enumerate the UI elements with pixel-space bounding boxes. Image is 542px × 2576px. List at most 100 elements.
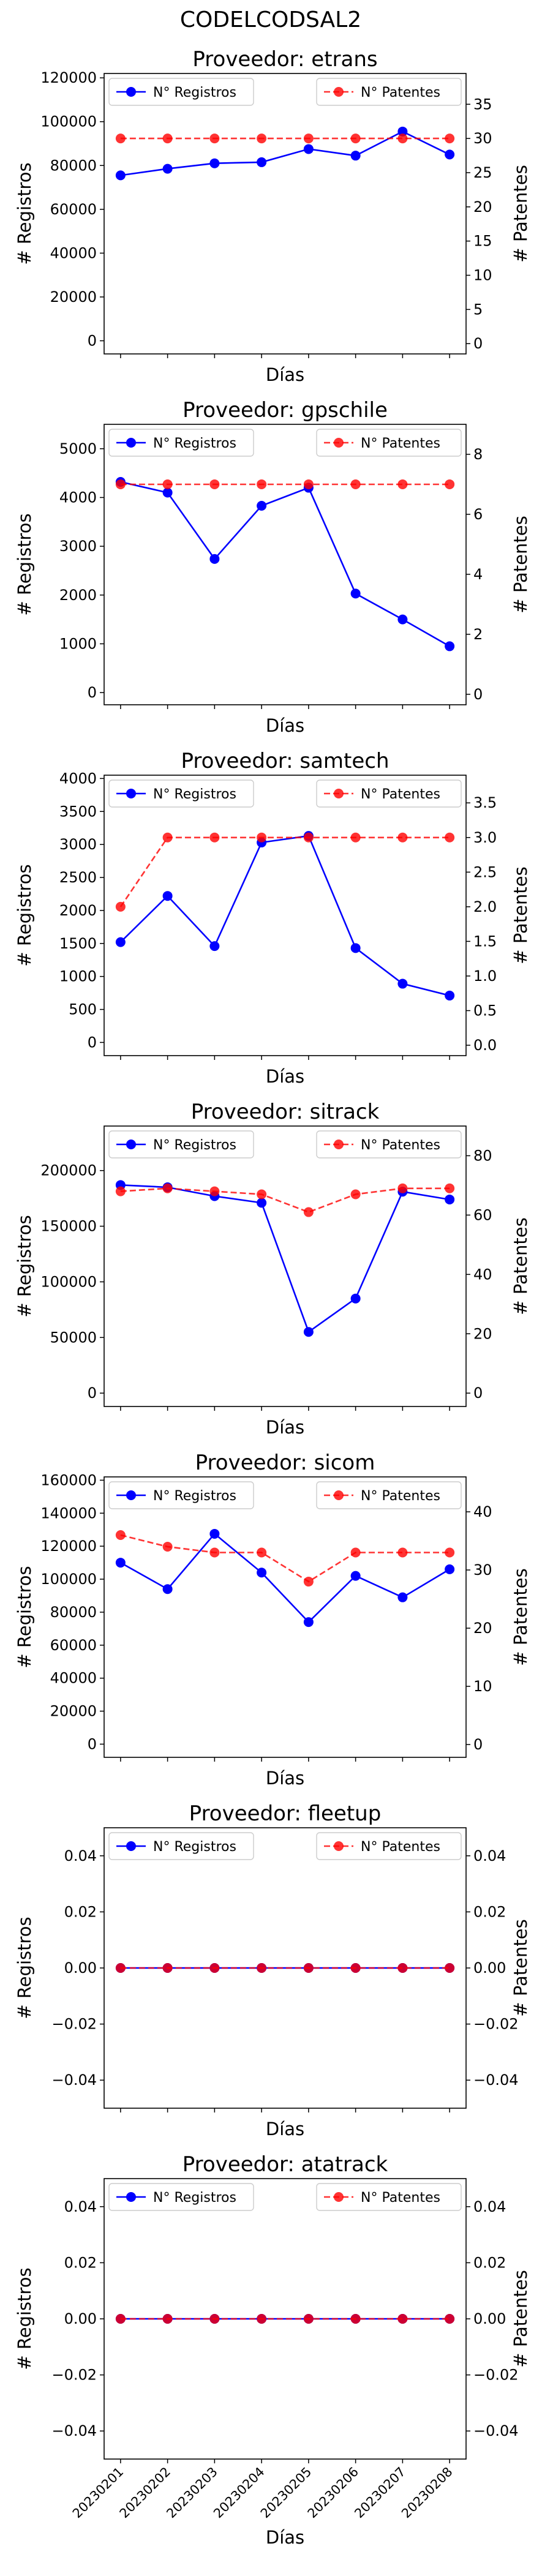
series-point	[115, 2314, 126, 2324]
series-point	[209, 133, 220, 144]
legend-box	[108, 429, 254, 457]
legend-box	[316, 779, 462, 808]
series-point	[115, 479, 126, 489]
series-point	[445, 1183, 455, 1193]
right-tick-label: 6	[473, 506, 483, 523]
series-point	[115, 133, 126, 144]
series-point	[397, 614, 408, 625]
left-tick-label: 0.02	[64, 2254, 97, 2271]
legend-marker	[334, 438, 344, 448]
series-point	[209, 941, 220, 952]
right-tick-label: 40	[473, 1266, 492, 1283]
left-tick-label: 0.04	[64, 2198, 97, 2215]
series-point	[303, 2314, 314, 2324]
legend: N° Patentes	[316, 1130, 462, 1158]
chart-panel: Proveedor: gpschile 0 1000 2000 3000 4000 5000…	[14, 398, 531, 736]
right-tick-label: 1.0	[473, 967, 497, 985]
legend-label: N° Registros	[153, 1839, 236, 1855]
right-tick-label: 0.04	[473, 2198, 506, 2215]
right-tick-label: −0.04	[473, 2071, 519, 2089]
left-axis-label: # Registros	[14, 1566, 35, 1668]
series-point	[209, 2314, 220, 2324]
series-point	[115, 937, 126, 947]
series-point	[115, 1963, 126, 1973]
chart-title: Proveedor: sitrack	[191, 1100, 380, 1124]
x-axis-label: Días	[266, 1768, 304, 1789]
chart-title: Proveedor: gpschile	[183, 398, 388, 422]
figure-title: CODELCODSAL2	[180, 7, 361, 32]
right-tick-label: 30	[473, 1561, 492, 1579]
left-tick-label: 100000	[40, 1571, 97, 1588]
series-line	[120, 481, 450, 647]
legend-box	[108, 1832, 254, 1860]
legend-marker	[126, 87, 136, 97]
left-tick-label: −0.04	[51, 2071, 97, 2089]
series-point	[397, 133, 408, 144]
legend: N° Registros	[108, 1832, 254, 1860]
series-point	[257, 1547, 267, 1558]
right-tick-label: 2.0	[473, 898, 497, 915]
legend-marker	[126, 1490, 136, 1500]
legend: N° Patentes	[316, 429, 462, 457]
legend-label: N° Registros	[153, 436, 236, 451]
series-point	[115, 1530, 126, 1541]
legend-marker	[126, 789, 136, 798]
left-tick-label: 150000	[40, 1218, 97, 1235]
legend: N° Registros	[108, 1130, 254, 1158]
chart-title: Proveedor: etrans	[192, 47, 377, 72]
left-tick-label: 200000	[40, 1162, 97, 1179]
series-point	[115, 1558, 126, 1568]
series-point	[350, 588, 361, 599]
series-point	[303, 1207, 314, 1217]
left-tick-label: 4000	[59, 489, 97, 506]
series-point	[257, 157, 267, 167]
legend-box	[108, 1481, 254, 1509]
left-tick-label: 60000	[50, 201, 97, 218]
series-point	[162, 1542, 173, 1552]
x-axis-label: Días	[266, 2119, 304, 2139]
series-point	[257, 1963, 267, 1973]
series-point	[257, 832, 267, 843]
series-line	[120, 1187, 450, 1213]
series-point	[257, 1568, 267, 1578]
left-axis-label: # Registros	[14, 1215, 35, 1317]
legend: N° Patentes	[316, 779, 462, 808]
right-axis-label: # Patentes	[510, 866, 531, 964]
left-tick-label: 3000	[59, 538, 97, 555]
plot-frame	[104, 1476, 467, 1758]
right-tick-label: 0	[473, 335, 483, 352]
series-point	[162, 1584, 173, 1594]
series-point	[162, 891, 173, 901]
series-point	[445, 832, 455, 843]
right-axis-label: # Patentes	[510, 516, 531, 613]
left-tick-label: 0.04	[64, 1847, 97, 1864]
series-point	[445, 1547, 455, 1558]
left-tick-label: 4000	[59, 770, 97, 787]
series-point	[397, 1547, 408, 1558]
left-tick-label: 2000	[59, 902, 97, 919]
right-axis-label: # Patentes	[510, 165, 531, 262]
chart-panel: Proveedor: sicom020000400006000080000100…	[14, 1451, 531, 1789]
series-point	[397, 1183, 408, 1193]
series-point	[397, 1963, 408, 1973]
right-tick-label: −0.02	[473, 2016, 519, 2033]
legend-marker	[334, 1841, 344, 1851]
series-point	[350, 1189, 361, 1200]
left-tick-label: 60000	[50, 1637, 97, 1654]
chart-panels: Proveedor: etrans02000040000600008000010…	[14, 47, 531, 2548]
x-axis-label: Días	[266, 1417, 304, 1438]
legend-marker	[126, 1841, 136, 1851]
right-tick-label: 8	[473, 446, 483, 463]
series-point	[303, 144, 314, 154]
left-tick-label: 3500	[59, 803, 97, 820]
legend-marker	[126, 1140, 136, 1149]
right-tick-label: 0	[473, 1384, 483, 1402]
right-tick-label: 10	[473, 267, 492, 284]
left-tick-label: 80000	[50, 157, 97, 174]
legend-label: N° Patentes	[361, 1138, 440, 1153]
right-tick-label: 20	[473, 1620, 492, 1637]
plot-frame	[104, 424, 467, 705]
left-tick-label: 120000	[40, 69, 97, 86]
right-tick-label: 30	[473, 130, 492, 147]
right-tick-label: 0.5	[473, 1002, 497, 1019]
